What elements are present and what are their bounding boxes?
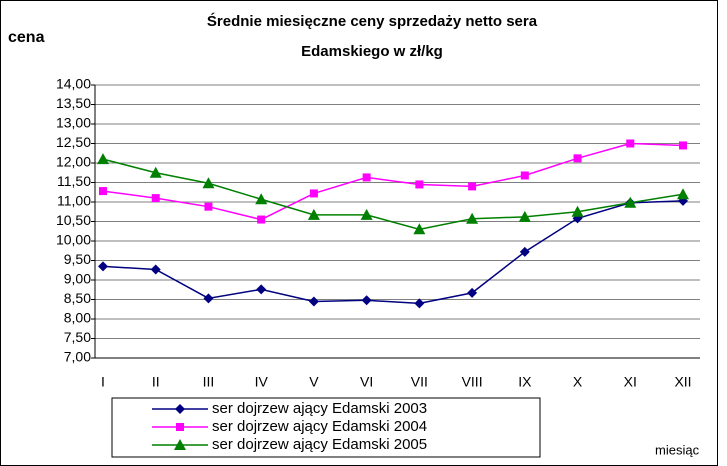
marker <box>151 194 160 203</box>
marker <box>467 287 478 298</box>
legend-label: ser dojrzew ający Edamski 2005 <box>212 436 427 453</box>
legend-marker <box>176 423 184 431</box>
y-tick-label: 12,00 <box>56 154 91 170</box>
legend-marker <box>175 404 185 414</box>
y-tick-label: 7,50 <box>64 329 91 345</box>
y-tick-label: 10,00 <box>56 232 91 248</box>
marker <box>257 215 266 224</box>
marker <box>362 173 371 182</box>
chart-title: Edamskiego w zł/kg <box>301 43 443 60</box>
marker <box>256 284 267 295</box>
marker <box>149 166 162 178</box>
marker <box>466 212 479 224</box>
marker <box>361 295 372 306</box>
marker <box>309 189 318 198</box>
y-tick-label: 13,00 <box>56 115 91 131</box>
marker <box>520 171 529 180</box>
marker <box>97 153 109 165</box>
marker <box>98 261 108 272</box>
x-tick-label: X <box>573 374 583 390</box>
series-line <box>102 200 684 305</box>
y-tick-label: 8,00 <box>64 310 91 326</box>
marker <box>415 180 424 189</box>
marker <box>203 293 214 304</box>
y-axis-label: cena <box>8 29 45 46</box>
marker <box>518 210 531 222</box>
y-tick-label: 14,00 <box>56 76 91 92</box>
y-tick-label: 13,50 <box>56 95 91 111</box>
y-tick-label: 8,50 <box>64 290 91 306</box>
marker <box>519 246 530 257</box>
series-line <box>102 142 684 221</box>
x-tick-label: VI <box>360 374 373 390</box>
marker <box>468 182 477 191</box>
x-tick-label: IX <box>518 374 532 390</box>
marker <box>150 264 161 275</box>
x-tick-label: II <box>152 374 160 390</box>
marker <box>202 177 215 189</box>
marker <box>571 205 584 217</box>
legend-label: ser dojrzew ający Edamski 2004 <box>212 418 427 435</box>
marker <box>413 223 426 235</box>
y-tick-label: 9,00 <box>64 271 91 287</box>
marker <box>204 202 213 211</box>
marker <box>360 208 373 220</box>
x-tick-label: V <box>309 374 319 390</box>
chart-title: Średnie miesięczne ceny sprzedaży netto … <box>207 12 538 30</box>
y-tick-label: 7,00 <box>64 349 91 365</box>
series-line <box>102 158 684 231</box>
marker <box>414 298 425 309</box>
y-tick-label: 10,50 <box>56 212 91 228</box>
legend-marker <box>174 439 186 450</box>
marker <box>99 187 107 196</box>
y-tick-label: 11,00 <box>57 193 91 209</box>
y-tick-label: 11,50 <box>57 173 91 189</box>
x-axis-label: miesiąc <box>655 442 700 457</box>
x-tick-label: I <box>101 374 105 390</box>
y-tick-label: 9,50 <box>64 251 91 267</box>
x-tick-label: VII <box>411 374 428 390</box>
x-tick-label: XII <box>674 374 691 390</box>
x-tick-label: VIII <box>462 374 483 390</box>
marker <box>677 188 689 200</box>
x-tick-label: IV <box>255 374 269 390</box>
legend-label: ser dojrzew ający Edamski 2003 <box>212 400 427 417</box>
marker <box>626 139 635 148</box>
marker <box>573 154 582 163</box>
marker <box>307 208 320 220</box>
y-tick-label: 12,50 <box>56 134 91 150</box>
x-tick-label: XI <box>624 374 637 390</box>
marker <box>308 296 319 307</box>
marker <box>255 193 268 205</box>
marker <box>679 141 687 150</box>
marker <box>624 196 637 208</box>
x-tick-label: III <box>203 374 215 390</box>
